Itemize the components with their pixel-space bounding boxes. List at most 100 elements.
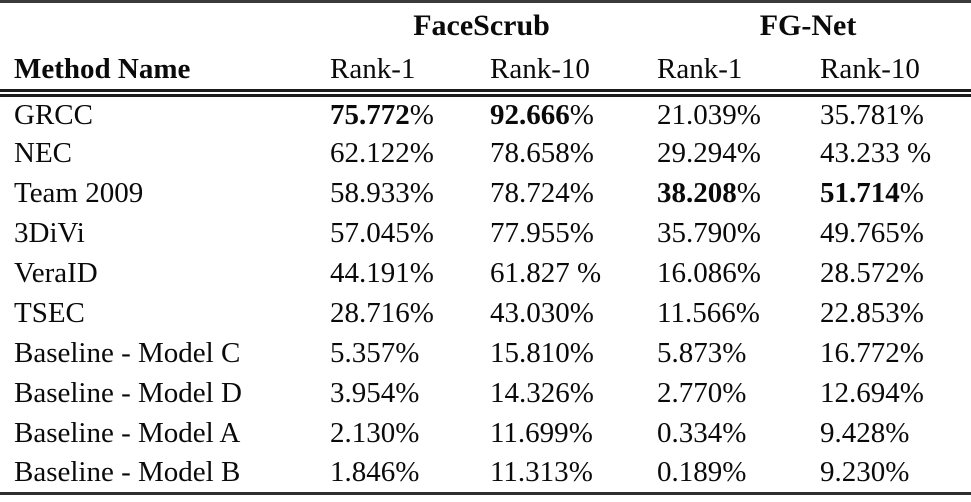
percent-sign: % (899, 296, 924, 329)
column-header-row: Method Name Rank-1 Rank-10 Rank-1 Rank-1… (0, 49, 971, 97)
cell-value: 0.189 (657, 455, 723, 488)
cell-facescrub-rank1: 62.122% (318, 133, 478, 173)
cell-value: 16.772 (820, 336, 900, 369)
cell-fgnet-rank10: 35.781% (808, 93, 971, 133)
cell-value: 51.714 (820, 176, 900, 209)
percent-sign: % (568, 455, 593, 488)
cell-facescrub-rank1: 5.357% (318, 333, 478, 373)
cell-value: 49.765 (820, 216, 900, 249)
percent-sign: % (899, 216, 924, 249)
percent-sign: % (735, 296, 760, 329)
cell-value: 0.334 (657, 416, 723, 449)
percent-sign: % (395, 455, 420, 488)
cell-value: 77.955 (490, 216, 570, 249)
cell-value: 28.716 (330, 296, 410, 329)
table-row: GRCC 75.772% 92.666% 21.039% 35.781% (0, 93, 971, 133)
cell-value: 22.853 (820, 296, 900, 329)
cell-value: 16.086 (657, 256, 737, 289)
cell-method: NEC (14, 136, 72, 169)
cell-value: 11.566 (657, 296, 736, 329)
percent-sign: % (899, 376, 924, 409)
cell-facescrub-rank1: 44.191% (318, 253, 478, 293)
cell-facescrub-rank1: 2.130% (318, 413, 478, 453)
cell-fgnet-rank1: 38.208% (645, 173, 808, 213)
cell-value: 38.208 (657, 176, 737, 209)
cell-facescrub-rank1: 75.772% (318, 93, 478, 133)
percent-sign: % (736, 216, 761, 249)
group-header-row: FaceScrub FG-Net (0, 2, 971, 50)
cell-fgnet-rank1: 16.086% (645, 253, 808, 293)
percent-sign: % (395, 376, 420, 409)
cell-value: 9.230 (820, 455, 886, 488)
percent-sign: % (569, 256, 602, 289)
cell-facescrub-rank10: 92.666% (478, 93, 645, 133)
cell-facescrub-rank1: 1.846% (318, 453, 478, 495)
percent-sign: % (569, 376, 594, 409)
cell-facescrub-rank10: 78.724% (478, 173, 645, 213)
cell-method: TSEC (14, 296, 85, 329)
column-header-facescrub-rank1: Rank-1 (318, 49, 478, 97)
cell-fgnet-rank10: 9.428% (808, 413, 971, 453)
cell-facescrub-rank10: 14.326% (478, 373, 645, 413)
table-row: TSEC 28.716% 43.030% 11.566% 22.853% (0, 293, 971, 333)
cell-value: 1.846 (330, 455, 396, 488)
cell-fgnet-rank1: 21.039% (645, 93, 808, 133)
cell-value: 62.122 (330, 136, 410, 169)
cell-value: 2.770 (657, 376, 723, 409)
percent-sign: % (569, 98, 594, 131)
cell-fgnet-rank1: 2.770% (645, 373, 808, 413)
percent-sign: % (899, 176, 924, 209)
cell-fgnet-rank1: 0.189% (645, 453, 809, 495)
cell-fgnet-rank10: 51.714% (808, 173, 971, 213)
table-row: Baseline - Model C 5.357% 15.810% 5.873%… (0, 333, 971, 373)
cell-facescrub-rank10: 43.030% (478, 293, 645, 333)
percent-sign: % (722, 376, 747, 409)
percent-sign: % (885, 416, 910, 449)
percent-sign: % (409, 216, 434, 249)
percent-sign: % (569, 136, 594, 169)
cell-fgnet-rank10: 49.765% (808, 213, 971, 253)
percent-sign: % (736, 98, 761, 131)
cell-value: 5.357 (330, 336, 396, 369)
percent-sign: % (569, 296, 594, 329)
cell-value: 2.130 (330, 416, 396, 449)
table-row: 3DiVi 57.045% 77.955% 35.790% 49.765% (0, 213, 971, 253)
percent-sign: % (409, 98, 434, 131)
table-body: GRCC 75.772% 92.666% 21.039% 35.781% NEC… (0, 93, 971, 495)
table-row: Baseline - Model D 3.954% 14.326% 2.770%… (0, 373, 971, 413)
cell-value: 57.045 (330, 216, 410, 249)
column-header-fgnet-rank10: Rank-10 (808, 49, 971, 97)
group-header-fgnet: FG-Net (759, 9, 857, 42)
table-row: NEC 62.122% 78.658% 29.294% 43.233 % (0, 133, 971, 173)
percent-sign: % (899, 336, 924, 369)
percent-sign: % (722, 455, 747, 488)
cell-fgnet-rank10: 22.853% (808, 293, 971, 333)
cell-facescrub-rank1: 58.933% (318, 173, 478, 213)
cell-fgnet-rank1: 29.294% (645, 133, 808, 173)
cell-value: 21.039 (657, 98, 737, 131)
cell-fgnet-rank1: 0.334% (645, 413, 808, 453)
cell-facescrub-rank10: 11.699% (478, 413, 645, 453)
cell-facescrub-rank10: 78.658% (478, 133, 645, 173)
cell-value: 43.233 (820, 136, 900, 169)
percent-sign: % (409, 176, 434, 209)
cell-method: Baseline - Model D (14, 376, 242, 409)
cell-fgnet-rank10: 9.230% (808, 453, 971, 495)
column-header-method: Method Name (0, 49, 318, 97)
cell-method: Team 2009 (14, 176, 144, 209)
cell-fgnet-rank1: 5.873% (645, 333, 808, 373)
group-header-empty (0, 2, 318, 50)
percent-sign: % (899, 136, 932, 169)
cell-value: 3.954 (330, 376, 396, 409)
percent-sign: % (568, 416, 593, 449)
cell-method: VeraID (14, 256, 98, 289)
cell-value: 28.572 (820, 256, 900, 289)
cell-value: 11.699 (490, 416, 569, 449)
column-header-facescrub-rank10: Rank-10 (478, 49, 646, 97)
cell-facescrub-rank10: 61.827 % (478, 253, 645, 293)
table-row: Team 2009 58.933% 78.724% 38.208% 51.714… (0, 173, 971, 213)
percent-sign: % (569, 336, 594, 369)
cell-value: 43.030 (490, 296, 570, 329)
percent-sign: % (736, 256, 761, 289)
